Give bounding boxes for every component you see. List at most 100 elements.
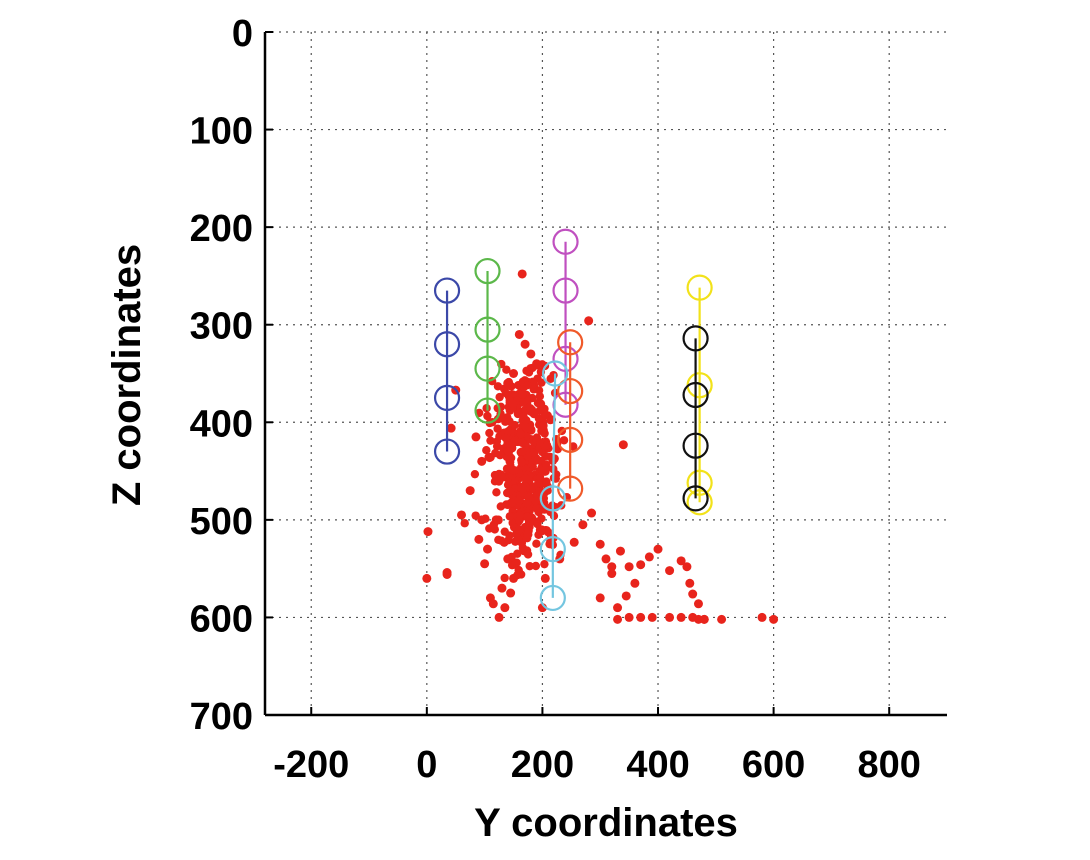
scatter-point — [485, 593, 495, 603]
sensor-marker — [686, 489, 713, 516]
cluster-point — [514, 496, 524, 506]
scatter-point — [442, 568, 452, 578]
sensor-marker — [433, 438, 461, 465]
sensor-string — [557, 329, 584, 502]
cluster-point — [541, 465, 550, 474]
scatter-point — [653, 544, 663, 554]
cluster-point — [485, 428, 494, 438]
sensor-marker — [539, 584, 566, 612]
scatter-point — [497, 583, 507, 593]
scatter-point — [457, 510, 467, 520]
sensor-marker — [682, 432, 709, 459]
cluster-point — [484, 452, 493, 462]
sensor-marker — [433, 331, 461, 358]
cluster-point — [518, 447, 527, 456]
cluster-point — [539, 421, 548, 430]
scatter-point — [500, 603, 510, 613]
scatter-point — [699, 614, 709, 624]
cluster-point — [508, 465, 518, 475]
scatter-point — [636, 560, 646, 570]
cluster-point — [549, 511, 559, 521]
sensor-string-line — [551, 373, 557, 598]
cluster-point — [492, 441, 502, 451]
cluster-point — [502, 365, 511, 374]
scatter-point — [757, 612, 767, 622]
x-tick-label: -200 — [273, 744, 349, 786]
cluster-point — [523, 512, 532, 521]
cluster-point — [518, 390, 527, 399]
y-tick-label: 200 — [190, 208, 253, 250]
scatter-point — [446, 423, 456, 433]
sensor-marker — [686, 274, 713, 301]
sensor-marker — [552, 345, 579, 372]
sensor-marker — [682, 325, 709, 352]
sensor-marker — [552, 277, 579, 304]
sensor-marker — [474, 397, 501, 424]
cluster-point — [522, 416, 531, 425]
scatter-point — [506, 588, 516, 598]
cluster-point — [497, 536, 506, 545]
scatter-point — [595, 539, 605, 549]
cluster-point — [544, 528, 553, 537]
cluster-point — [486, 436, 495, 445]
scatter-point — [474, 534, 484, 544]
cluster-point — [523, 381, 532, 390]
x-tick-label: 400 — [626, 744, 689, 786]
scatter-point — [514, 525, 524, 535]
sensor-marker — [474, 316, 501, 343]
scatter-point — [423, 527, 433, 537]
cluster-point — [537, 378, 546, 387]
cluster-point — [492, 488, 501, 497]
sensor-marker — [686, 469, 713, 496]
sensor-string — [539, 360, 569, 612]
scatter-point — [613, 603, 623, 613]
scatter-point — [532, 359, 542, 369]
scatter-point — [494, 612, 504, 622]
scatter-point — [540, 573, 550, 583]
cluster-point — [535, 473, 545, 482]
cluster-point — [504, 536, 513, 545]
cluster-point — [532, 539, 541, 548]
scatter-point — [595, 593, 605, 603]
cluster-point — [495, 450, 505, 460]
cluster-point — [504, 447, 514, 456]
cluster-point — [505, 512, 514, 521]
y-tick-label: 100 — [190, 111, 253, 153]
sensor-string — [474, 257, 501, 424]
scatter-point — [647, 612, 657, 622]
y-axis-title: Z coordinates — [105, 244, 149, 506]
sensor-marker — [474, 355, 501, 382]
cluster-point — [540, 559, 549, 569]
cluster-point — [559, 436, 569, 445]
sensor-marker — [552, 228, 579, 255]
cluster-point — [516, 429, 525, 439]
x-tick-label: 800 — [858, 744, 921, 786]
scatter-point — [613, 614, 623, 624]
cluster-point — [482, 446, 491, 455]
scatter-point — [587, 508, 597, 518]
sensor-marker — [474, 257, 501, 285]
cluster-point — [533, 456, 543, 465]
cluster-point — [503, 427, 513, 436]
cluster-point — [534, 530, 543, 539]
y-tick-label: 400 — [190, 403, 253, 445]
scatter-point — [607, 569, 617, 579]
cluster-point — [500, 527, 509, 536]
cluster-point — [505, 487, 514, 496]
scatter-point — [693, 599, 703, 609]
cluster-point — [545, 539, 554, 549]
cluster-point — [518, 438, 527, 448]
y-tick-label: 0 — [232, 13, 253, 55]
scatter-point — [509, 573, 519, 583]
cluster-point — [532, 504, 541, 513]
grid — [265, 31, 947, 715]
cluster-point — [490, 525, 499, 534]
sensor-string — [682, 325, 709, 512]
scatter-point — [644, 552, 654, 562]
cluster-point — [500, 573, 509, 583]
cluster-point — [495, 392, 504, 402]
scatter-point — [477, 515, 487, 525]
cluster-point — [526, 404, 535, 413]
